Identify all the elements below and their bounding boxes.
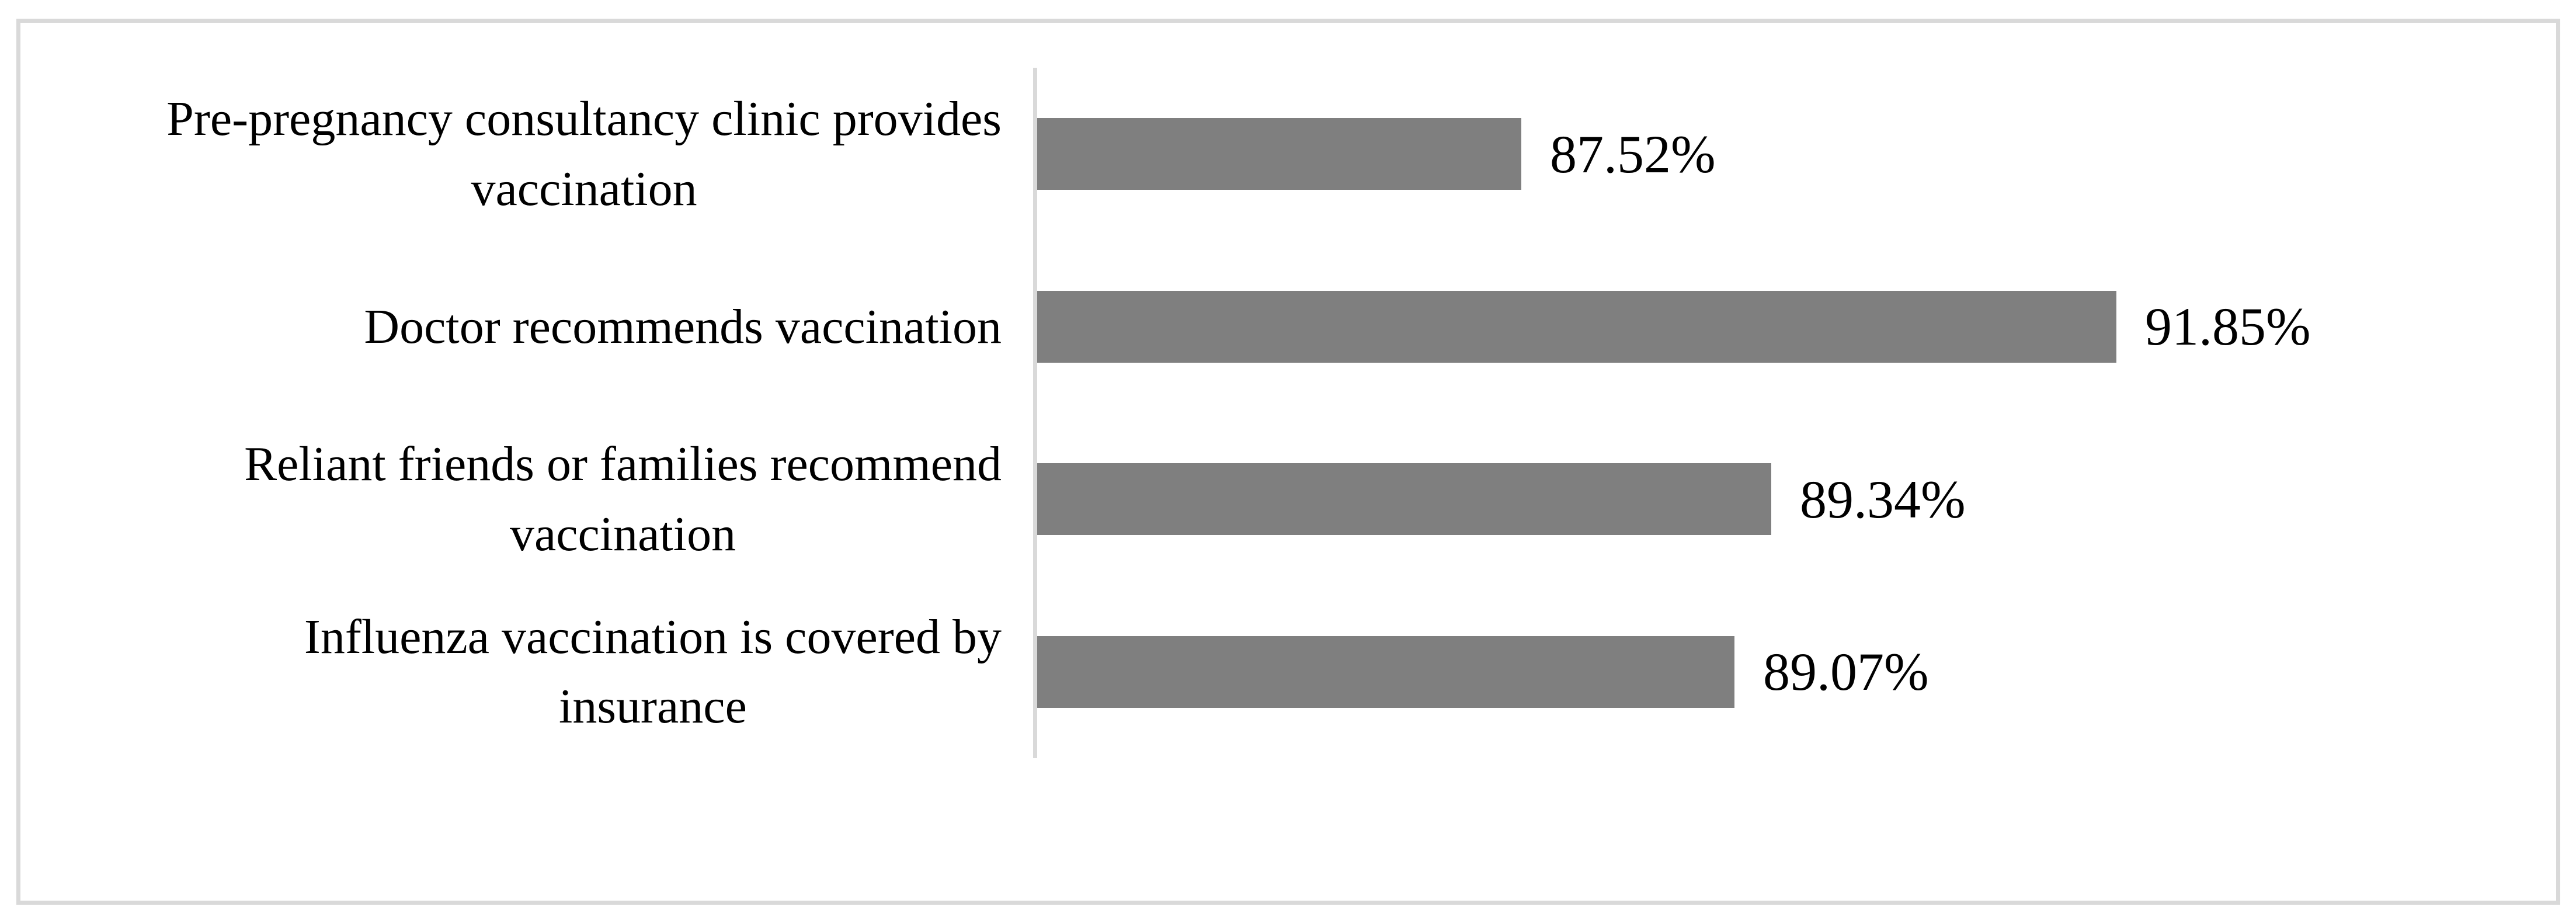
bar	[1037, 290, 2116, 363]
bar-chart: Doctor recommends vaccination 91.85% Rel…	[0, 68, 2576, 758]
category-label: Reliant friends or families recommend va…	[244, 437, 1002, 561]
category-axis-line	[1033, 68, 1037, 758]
bar	[1037, 463, 1771, 536]
category-label-cell: Pre-pregnancy consultancy clinic provide…	[6, 68, 1002, 241]
value-label: 89.07%	[1763, 642, 1929, 702]
category-label: Influenza vaccination is covered by insu…	[304, 609, 1002, 734]
bar-row: Pre-pregnancy consultancy clinic provide…	[0, 68, 2576, 241]
bar	[1037, 118, 1521, 190]
category-label-cell: Doctor recommends vaccination	[6, 241, 1002, 414]
category-label-cell: Influenza vaccination is covered by insu…	[6, 586, 1002, 759]
chart-border-frame	[16, 19, 2560, 905]
value-label: 89.34%	[1800, 469, 1966, 529]
value-label: 87.52%	[1550, 124, 1716, 184]
category-label: Doctor recommends vaccination	[364, 299, 1002, 354]
bar-row: Influenza vaccination is covered by insu…	[0, 586, 2576, 759]
bar	[1037, 635, 1734, 708]
category-label-cell: Reliant friends or families recommend va…	[6, 413, 1002, 586]
value-label: 91.85%	[2145, 297, 2311, 357]
bar-row: Doctor recommends vaccination 91.85%	[0, 241, 2576, 414]
bar-row: Reliant friends or families recommend va…	[0, 413, 2576, 586]
category-label: Pre-pregnancy consultancy clinic provide…	[166, 92, 1002, 216]
